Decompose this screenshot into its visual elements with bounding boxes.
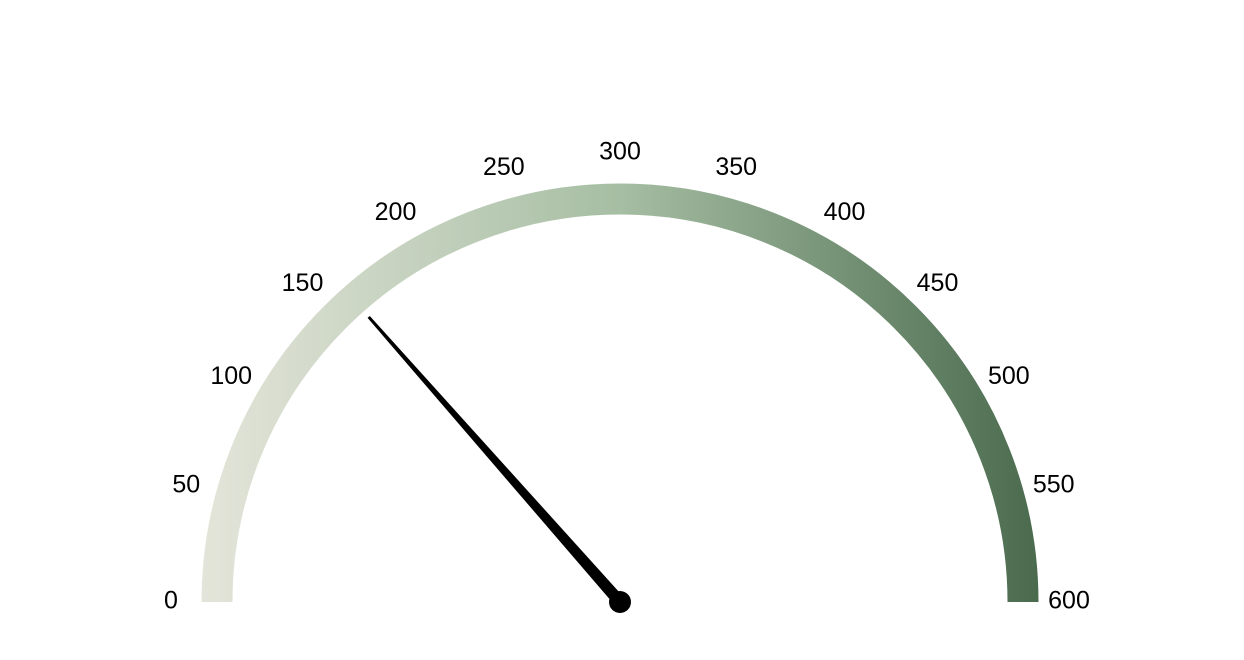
tick-label-150: 150	[282, 269, 324, 297]
tick-label-400: 400	[824, 198, 866, 226]
tick-label-250: 250	[483, 153, 525, 181]
tick-label-300: 300	[599, 138, 641, 166]
tick-label-450: 450	[917, 269, 959, 297]
tick-label-200: 200	[375, 198, 417, 226]
tick-label-550: 550	[1033, 470, 1075, 498]
gauge-arc	[201, 183, 1039, 603]
tick-label-350: 350	[715, 153, 757, 181]
tick-label-600: 600	[1048, 587, 1090, 615]
tick-label-500: 500	[988, 362, 1030, 390]
tick-label-0: 0	[164, 587, 178, 615]
gauge-needle	[367, 316, 625, 606]
tick-label-50: 50	[172, 470, 200, 498]
tick-label-100: 100	[210, 362, 252, 390]
needle-hub	[609, 591, 631, 613]
tick-labels: 0 50 100 150 200 250 300 350 400 450 500 550 600	[164, 138, 1090, 615]
